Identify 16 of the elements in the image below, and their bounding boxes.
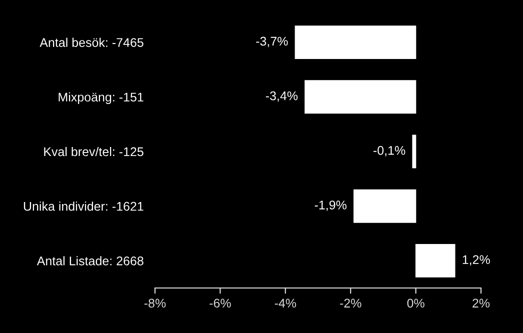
data-label: 1,2% <box>462 255 490 266</box>
x-tick-label: -4% <box>274 298 296 308</box>
x-tick-label: 2% <box>472 298 490 308</box>
x-tick-label: -8% <box>144 298 166 308</box>
y-tick-label: Mixpoäng: -151 <box>58 92 144 104</box>
data-label: -0,1% <box>374 146 406 156</box>
y-tick-label: Antal Listade: 2668 <box>36 256 144 266</box>
x-tick-label: -6% <box>210 298 231 308</box>
y-tick-label: Kval brev/tel: -125 <box>44 146 144 156</box>
data-label: -3,7% <box>256 36 288 48</box>
x-tick-label: -2% <box>340 298 362 308</box>
x-tick-label: 0% <box>407 298 424 308</box>
data-label: -1,9% <box>314 200 346 211</box>
data-label: -3,4% <box>266 91 298 102</box>
y-tick-label: Unika individer: -1621 <box>24 202 144 211</box>
y-tick-label: Antal besök: -7465 <box>40 38 144 47</box>
